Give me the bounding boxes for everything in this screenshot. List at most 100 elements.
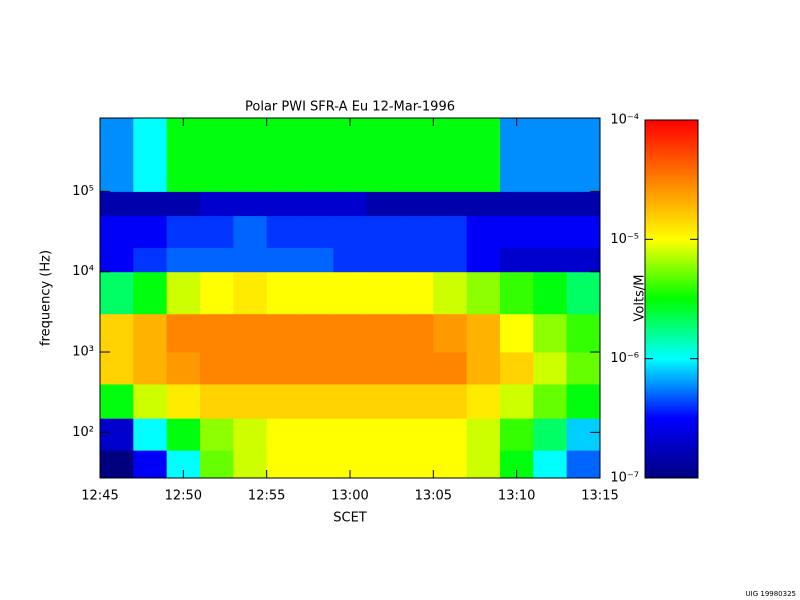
heatmap-cell: [100, 352, 134, 385]
heatmap-cell: [300, 271, 334, 315]
colorbar-tick-label: 10⁻⁶: [610, 351, 639, 366]
heatmap-cell: [366, 215, 401, 249]
heatmap-cell: [300, 352, 334, 385]
heatmap-cell: [566, 191, 601, 217]
heatmap-cell: [433, 313, 468, 353]
heatmap-cell: [333, 247, 368, 273]
heatmap-cell: [533, 313, 568, 353]
heatmap-cell: [566, 313, 601, 353]
heatmap-cell: [333, 215, 368, 249]
heatmap-cell: [100, 383, 134, 419]
heatmap-cell: [466, 383, 501, 419]
heatmap-cell: [166, 215, 201, 249]
heatmap-cell: [233, 215, 268, 249]
heatmap-cell: [400, 247, 434, 273]
colorbar-tick-label: 10⁻⁴: [610, 113, 639, 128]
heatmap-cell: [266, 418, 301, 451]
heatmap-cell: [433, 418, 468, 451]
heatmap-cell: [566, 271, 601, 315]
heatmap-cell: [100, 215, 134, 249]
x-tick-label: 13:10: [498, 489, 535, 504]
heatmap-cell: [166, 352, 201, 385]
x-axis-label: SCET: [333, 511, 367, 526]
heatmap-cell: [200, 247, 234, 273]
heatmap-cell: [566, 383, 601, 419]
heatmap-cell: [133, 418, 168, 451]
heatmap-cell: [466, 215, 501, 249]
heatmap-cell: [400, 313, 434, 353]
y-axis-label: frequency (Hz): [39, 250, 54, 346]
heatmap-cell: [100, 418, 134, 451]
heatmap-cell: [300, 313, 334, 353]
heatmap-cell: [300, 118, 334, 192]
x-tick-label: 13:00: [331, 489, 368, 504]
heatmap-cell: [533, 215, 568, 249]
heatmap-cell: [366, 313, 401, 353]
y-tick-label: 10⁴: [72, 264, 94, 279]
heatmap-cell: [433, 215, 468, 249]
heatmap-cell: [266, 247, 301, 273]
heatmap-cell: [233, 418, 268, 451]
colorbar-label: Volts/M: [633, 275, 648, 322]
y-tick-label: 10²: [72, 425, 94, 440]
heatmap-cell: [133, 118, 168, 192]
heatmap-cell: [166, 271, 201, 315]
heatmap-cell: [233, 247, 268, 273]
heatmap-cell: [500, 352, 534, 385]
heatmap-cell: [400, 352, 434, 385]
heatmap-cell: [466, 191, 501, 217]
colorbar-tick-label: 10⁻⁷: [610, 471, 639, 486]
heatmap-cell: [400, 191, 434, 217]
heatmap-cell: [200, 118, 234, 192]
heatmap-cell: [433, 383, 468, 419]
heatmap-cell: [533, 247, 568, 273]
heatmap-cell: [433, 247, 468, 273]
heatmap-cell: [500, 247, 534, 273]
heatmap-cell: [366, 118, 401, 192]
heatmap-cell: [166, 418, 201, 451]
heatmap-cell: [233, 191, 268, 217]
heatmap-cell: [466, 450, 501, 479]
y-tick-label: 10³: [72, 345, 94, 360]
heatmap-cell: [333, 191, 368, 217]
heatmap-cell: [466, 313, 501, 353]
heatmap-cell: [200, 191, 234, 217]
heatmap-cell: [533, 418, 568, 451]
heatmap-cell: [366, 418, 401, 451]
heatmap-cell: [233, 383, 268, 419]
heatmap-cell: [266, 383, 301, 419]
heatmap-cell: [133, 313, 168, 353]
heatmap-cell: [333, 383, 368, 419]
heatmap-cell: [233, 313, 268, 353]
heatmap-cell: [200, 383, 234, 419]
heatmap-cell: [333, 313, 368, 353]
x-tick-label: 13:05: [415, 489, 452, 504]
heatmap-cell: [466, 118, 501, 192]
heatmap-cell: [300, 247, 334, 273]
heatmap-cell: [400, 215, 434, 249]
heatmap-cell: [166, 383, 201, 419]
heatmap-cell: [366, 383, 401, 419]
heatmap-cell: [566, 352, 601, 385]
heatmap-cell: [133, 450, 168, 479]
x-tick-label: 13:15: [581, 489, 618, 504]
colorbar-tick-label: 10⁻⁵: [610, 232, 639, 247]
heatmap-cell: [200, 215, 234, 249]
heatmap-cell: [400, 383, 434, 419]
heatmap-cell: [366, 247, 401, 273]
heatmap-cell: [100, 450, 134, 479]
heatmap-cell: [233, 450, 268, 479]
heatmap-cell: [466, 352, 501, 385]
heatmap-cell: [100, 271, 134, 315]
heatmap-cell: [133, 215, 168, 249]
heatmap-cell: [533, 271, 568, 315]
heatmap-cell: [533, 383, 568, 419]
heatmap-cell: [266, 215, 301, 249]
heatmap-cell: [133, 271, 168, 315]
heatmap-cell: [266, 313, 301, 353]
heatmap-cell: [366, 450, 401, 479]
x-tick-label: 12:55: [248, 489, 285, 504]
footer: UIG 19980325: [746, 590, 796, 598]
heatmap-cell: [300, 418, 334, 451]
heatmap-cell: [566, 215, 601, 249]
